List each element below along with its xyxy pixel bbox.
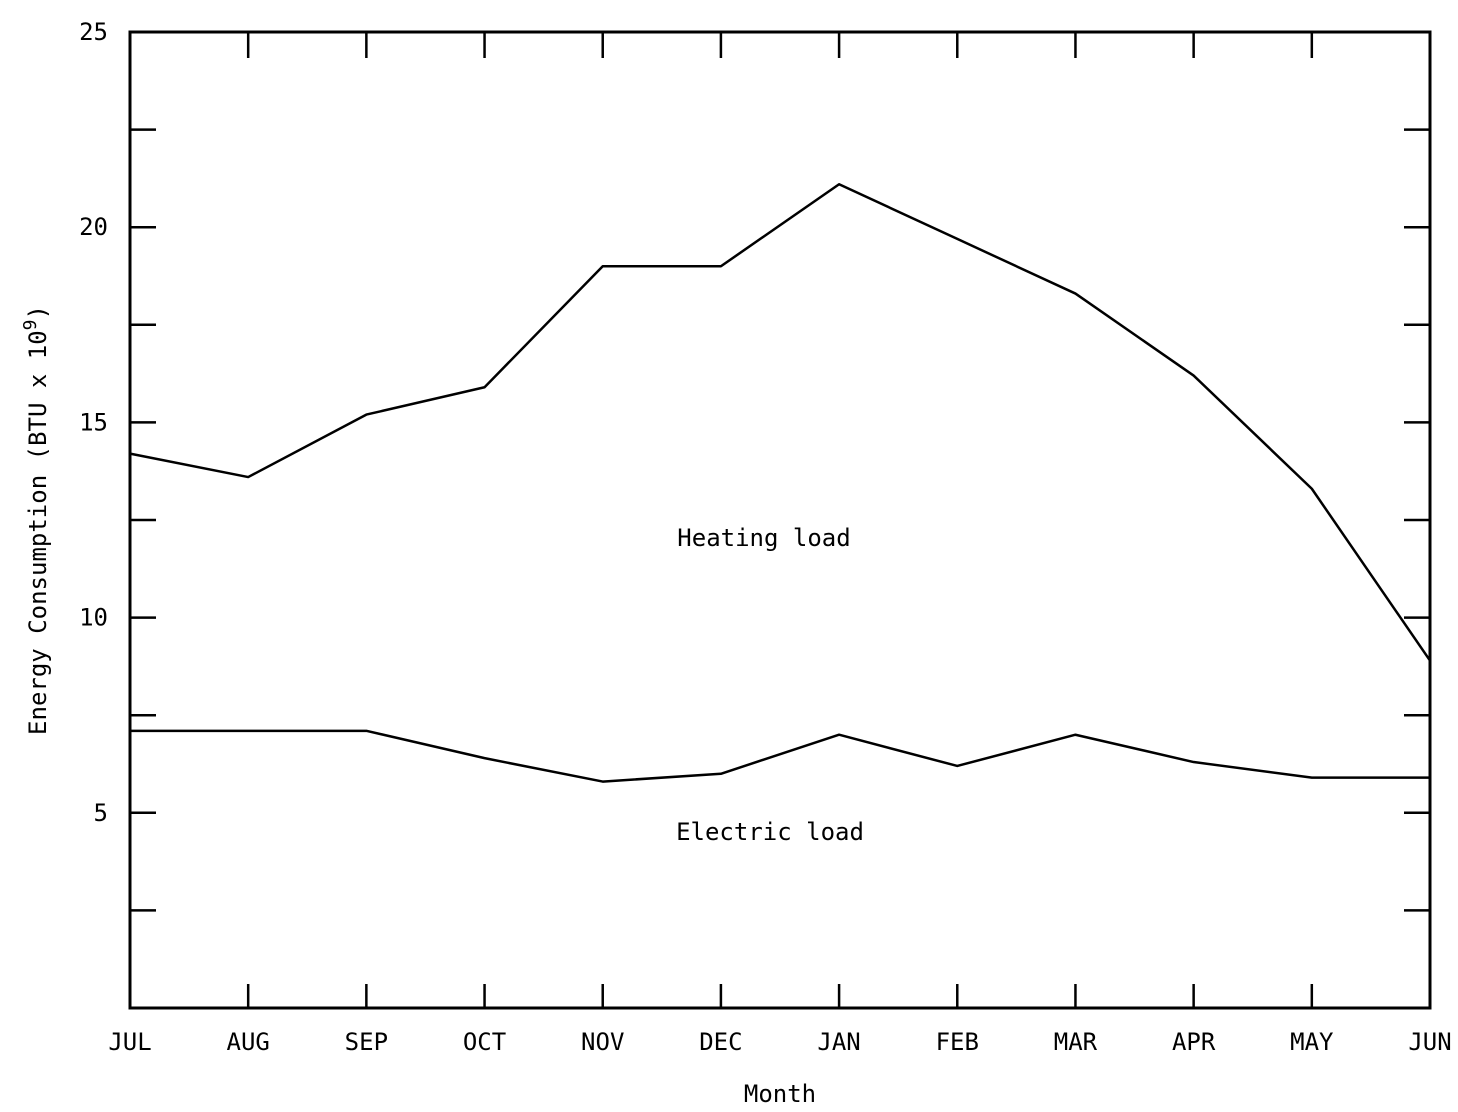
electric-load-line — [130, 729, 1430, 783]
x-tick-label: NOV — [581, 1028, 624, 1056]
x-tick-label: JAN — [817, 1028, 860, 1056]
x-tick-label: SEP — [345, 1028, 388, 1056]
series-layer — [129, 183, 1432, 783]
y-tick-label: 10 — [79, 604, 108, 632]
x-tick-label: OCT — [463, 1028, 506, 1056]
x-tick-label: MAY — [1290, 1028, 1334, 1056]
heating-load-label: Heating load — [677, 524, 850, 552]
y-axis-title-main: Energy Consumption (BTU x 10 — [24, 330, 52, 735]
y-tick-label: 20 — [79, 213, 108, 241]
x-tick-label: JUL — [108, 1028, 151, 1056]
y-axis-title-close: ) — [24, 305, 52, 319]
heating-load-line — [129, 183, 1432, 662]
x-tick-label: APR — [1172, 1028, 1216, 1056]
labels-layer: JUL AUG SEP OCT NOV DEC JAN FEB MAR APR MAY JUN 5 10 1… — [79, 18, 1452, 1056]
electric-load-label: Electric load — [676, 818, 864, 846]
y-axis-title: Energy Consumption (BTU x 109) — [20, 305, 52, 735]
y-tick-label: 5 — [94, 799, 108, 827]
x-axis-title: Month — [744, 1080, 816, 1108]
x-tick-label: JUN — [1408, 1028, 1451, 1056]
x-tick-label: FEB — [936, 1028, 979, 1056]
y-tick-label: 25 — [79, 18, 108, 46]
x-tick-label: AUG — [227, 1028, 270, 1056]
x-tick-label: DEC — [699, 1028, 742, 1056]
y-axis-title-exponent: 9 — [20, 320, 41, 331]
plot-frame — [128, 30, 1432, 1010]
y-tick-label: 15 — [79, 408, 108, 436]
x-tick-label: MAR — [1054, 1028, 1098, 1056]
ticks-layer — [130, 32, 1430, 1008]
